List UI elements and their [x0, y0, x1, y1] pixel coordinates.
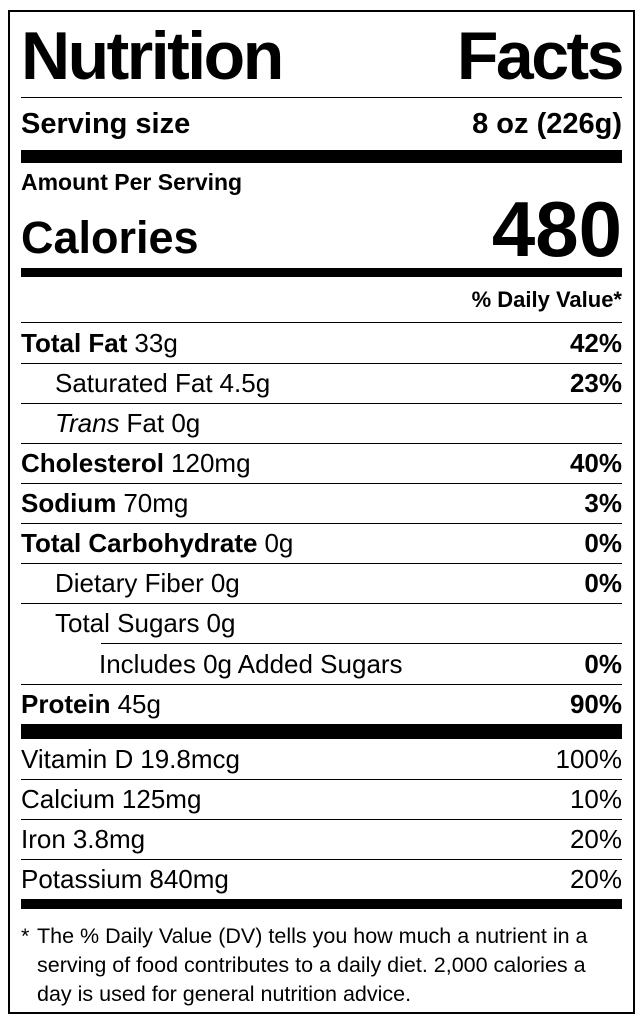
- section-divider-bar-thick: [21, 150, 622, 163]
- nutrient-daily-value: 23%: [569, 368, 622, 398]
- serving-size-row: Serving size 8 oz (226g): [21, 98, 622, 150]
- nutrient-name-group: Trans Fat 0g: [55, 408, 200, 439]
- nutrient-name: Includes 0g Added Sugars: [99, 648, 403, 679]
- nutrient-daily-value: 0%: [584, 648, 622, 679]
- nutrient-name: Cholesterol: [21, 448, 165, 478]
- nutrient-name: Total Carbohydrate: [21, 528, 258, 558]
- title-word-nutrition: Nutrition: [21, 18, 284, 94]
- nutrient-row: Dietary Fiber 0g 0%: [21, 563, 622, 603]
- vitamin-rows: Vitamin D 19.8mcg 100% Calcium 125mg 10% Iron 3…: [21, 739, 622, 899]
- title-word-facts: Facts: [456, 18, 625, 94]
- calories-row: Calories 480: [21, 185, 622, 274]
- nutrient-name-group: Total Carbohydrate 0g: [21, 528, 293, 559]
- vitamin-name: Vitamin D: [21, 743, 134, 774]
- nutrient-name-group: Cholesterol 120mg: [21, 448, 251, 479]
- vitamin-name-group: Vitamin D 19.8mcg: [21, 744, 240, 775]
- vitamin-daily-value: 20%: [569, 864, 622, 894]
- serving-size-label: Serving size: [21, 107, 191, 140]
- amount-per-serving-label: Amount Per Serving: [21, 169, 243, 195]
- nutrient-amount: 33g: [134, 327, 178, 358]
- vitamin-amount: 840mg: [149, 864, 229, 894]
- vitamin-amount: 125mg: [121, 784, 202, 814]
- nutrient-row: Protein 45g 90%: [21, 684, 622, 724]
- vitamin-name-group: Calcium 125mg: [21, 784, 201, 815]
- nutrient-rows: Total Fat 33g 42% Saturated Fat 4.5g 23% Trans…: [21, 323, 622, 724]
- section-divider-bar-thick: [21, 724, 622, 739]
- nutrient-row: Total Sugars 0g: [21, 603, 622, 643]
- nutrient-daily-value: 0%: [584, 568, 622, 598]
- nutrient-name: Dietary Fiber: [55, 568, 204, 598]
- nutrient-row: Cholesterol 120mg 40%: [21, 443, 622, 483]
- daily-value-header: % Daily Value*: [21, 277, 622, 323]
- footnote: * The % Daily Value (DV) tells you how m…: [21, 909, 622, 1009]
- vitamin-name-group: Iron 3.8mg: [21, 824, 145, 855]
- footnote-text: The % Daily Value (DV) tells you how muc…: [37, 924, 588, 1006]
- nutrient-name-group: Total Sugars 0g: [55, 608, 235, 639]
- nutrient-name: Trans: [55, 408, 120, 438]
- nutrient-row: Total Carbohydrate 0g 0%: [21, 523, 622, 563]
- nutrient-daily-value: 42%: [569, 327, 622, 358]
- vitamin-daily-value: 10%: [569, 784, 622, 814]
- vitamin-row: Iron 3.8mg 20%: [21, 819, 622, 859]
- nutrient-amount: 0g: [206, 608, 236, 638]
- nutrient-amount: 0g: [210, 568, 240, 598]
- vitamin-row: Potassium 840mg 20%: [21, 859, 622, 899]
- nutrient-name-group: Protein 45g: [21, 689, 161, 720]
- nutrient-name: Sodium: [21, 488, 117, 518]
- nutrient-daily-value: 90%: [569, 689, 622, 719]
- nutrient-amount: 4.5g: [219, 368, 271, 398]
- nutrient-amount: 0g: [264, 528, 294, 558]
- nutrient-amount: 45g: [117, 689, 161, 719]
- calories-value: 480: [491, 185, 622, 274]
- calories-section: Amount Per Serving Calories 480: [21, 163, 622, 268]
- nutrient-name-group: Saturated Fat 4.5g: [55, 368, 270, 399]
- nutrient-daily-value: 40%: [569, 448, 622, 478]
- serving-size-value: 8 oz (226g): [472, 107, 622, 140]
- nutrient-row: Saturated Fat 4.5g 23%: [21, 363, 622, 403]
- nutrient-name: Total Sugars: [55, 608, 200, 638]
- vitamin-name-group: Potassium 840mg: [21, 864, 229, 895]
- vitamin-row: Vitamin D 19.8mcg 100%: [21, 739, 622, 779]
- nutrient-amount: 70mg: [123, 488, 189, 518]
- nutrient-name-group: Dietary Fiber 0g: [55, 568, 240, 599]
- nutrient-row: Sodium 70mg 3%: [21, 483, 622, 523]
- calories-label: Calories: [21, 212, 199, 264]
- vitamin-daily-value: 100%: [555, 743, 623, 774]
- nutrient-daily-value: 3%: [584, 488, 622, 518]
- nutrient-name-group: Total Fat 33g: [21, 328, 178, 359]
- vitamin-amount: 19.8mcg: [140, 743, 240, 774]
- vitamin-daily-value: 20%: [569, 824, 622, 854]
- nutrient-amount: 120mg: [171, 448, 251, 478]
- vitamin-row: Calcium 125mg 10%: [21, 779, 622, 819]
- nutrient-name-group: Sodium 70mg: [21, 488, 188, 519]
- footnote-marker: *: [21, 924, 30, 948]
- section-divider-bar-medium: [21, 268, 622, 277]
- nutrient-name: Saturated Fat: [55, 368, 213, 398]
- nutrient-name-group: Includes 0g Added Sugars: [99, 649, 403, 680]
- nutrition-facts-label: Nutrition Facts Serving size 8 oz (226g)…: [8, 10, 635, 1014]
- nutrient-amount: Fat 0g: [126, 408, 201, 438]
- nutrient-row: Trans Fat 0g: [21, 403, 622, 443]
- section-divider-bar-medium: [21, 899, 622, 909]
- indented-divider: [101, 643, 622, 644]
- nutrient-daily-value: 0%: [584, 528, 622, 558]
- nutrient-name: Total Fat: [21, 327, 128, 358]
- label-title: Nutrition Facts: [21, 12, 625, 98]
- vitamin-name: Calcium: [21, 784, 115, 814]
- vitamin-name: Iron: [21, 824, 66, 854]
- vitamin-amount: 3.8mg: [72, 824, 146, 854]
- nutrient-row: Includes 0g Added Sugars 0%: [21, 644, 622, 684]
- nutrient-row: Total Fat 33g 42%: [21, 323, 622, 363]
- vitamin-name: Potassium: [21, 864, 143, 894]
- nutrient-name: Protein: [21, 689, 111, 719]
